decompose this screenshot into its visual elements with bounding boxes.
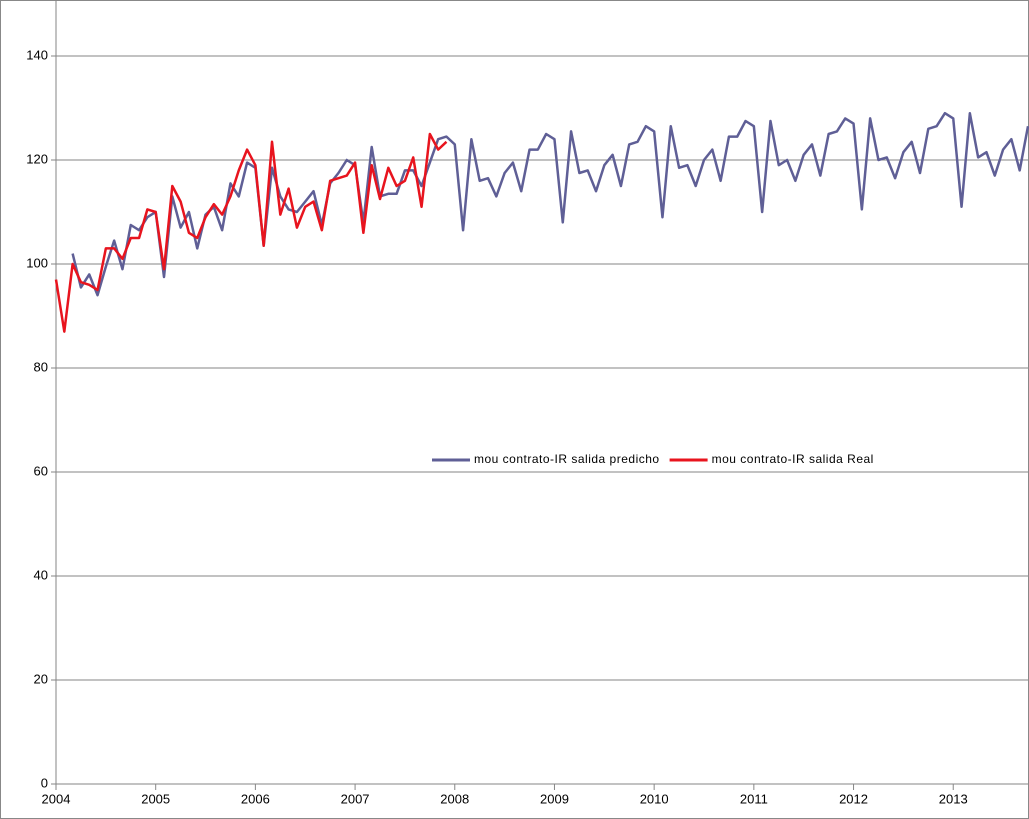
y-tick-label: 100 [26, 255, 48, 270]
legend-label: mou contrato-IR salida predicho [474, 452, 660, 466]
x-tick-label: 2005 [141, 791, 170, 806]
y-tick-label: 20 [34, 671, 48, 686]
series-line [71, 111, 1029, 297]
legend: mou contrato-IR salida predicho mou contr… [432, 452, 874, 466]
x-tick-label: 2006 [241, 791, 270, 806]
x-tick-label: 2008 [440, 791, 469, 806]
x-tick-label: 2007 [341, 791, 370, 806]
y-tick-label: 60 [34, 463, 48, 478]
x-tick-label: 2013 [939, 791, 968, 806]
y-tick-label: 0 [41, 775, 48, 790]
y-tick-label: 120 [26, 151, 48, 166]
y-tick-label: 40 [34, 567, 48, 582]
x-tick-label: 2012 [839, 791, 868, 806]
y-tick-label: 140 [26, 47, 48, 62]
legend-label: mou contrato-IR salida Real [712, 452, 874, 466]
series-line [54, 132, 448, 333]
x-tick-label: 2010 [640, 791, 669, 806]
x-tick-label: 2011 [740, 791, 768, 806]
y-tick-label: 80 [34, 359, 48, 374]
x-tick-label: 2004 [42, 791, 71, 806]
x-tick-label: 2009 [540, 791, 569, 806]
